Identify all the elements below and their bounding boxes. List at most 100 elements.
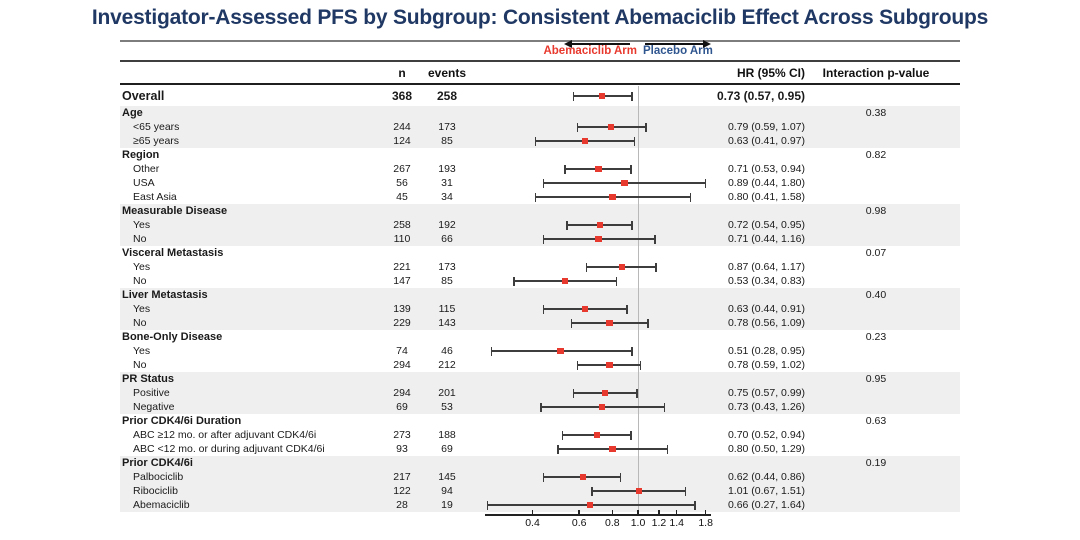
hr-ci-value: 0.73 (0.57, 0.95) [716,89,805,103]
x-axis-tick-label: 0.4 [525,517,540,529]
table-row: East Asia 45 34 0.80 (0.41, 1.58) [120,190,960,204]
header-bottom-rule [120,82,960,85]
row-label: East Asia [133,191,177,203]
hr-point [581,137,589,145]
n-value: 69 [396,401,408,413]
placebo-arm-label: Placebo Arm [643,45,713,57]
ci-cap-right [645,122,647,132]
x-axis-tick-label: 0.6 [571,517,587,529]
x-axis-tick-label: 1.2 [651,517,667,529]
table-row: Prior CDK4/6i Duration 0.63 [120,414,960,428]
row-label: Liver Metastasis [122,289,208,301]
table-row: No 229 143 0.78 (0.56, 1.09) [120,316,960,330]
table-row: No 294 212 0.78 (0.59, 1.02) [120,358,960,372]
hr-ci-value: 0.71 (0.53, 0.94) [727,163,805,175]
row-label: PR Status [122,373,174,385]
events-value: 193 [438,163,456,175]
table-row: Overall 368 258 0.73 (0.57, 0.95) [120,86,960,106]
hr-point [635,487,643,495]
interaction-p-value: 0.82 [865,149,887,161]
table-row: Yes 258 192 0.72 (0.54, 0.95) [120,218,960,232]
hr-point [581,305,589,313]
x-axis-tick-label: 0.8 [605,517,620,529]
x-axis-tick [658,510,660,514]
row-label: Yes [133,345,151,357]
row-label: Age [122,107,143,119]
x-axis-tick-label: 1.0 [630,517,646,529]
ci-cap-left [561,430,564,440]
events-value: 85 [441,275,453,287]
ci-cap-left [486,500,489,510]
x-axis-tick [531,510,534,514]
x-axis-tick [704,510,707,514]
hr-ci-value: 0.80 (0.50, 1.29) [727,443,805,455]
ci-cap-right [666,444,669,454]
hr-point [609,445,616,453]
row-label: ABC <12 mo. or during adjuvant CDK4/6i [133,443,325,455]
row-label: No [133,275,147,287]
favors-abemaciclib-arrow-icon [564,40,630,48]
events-value: 115 [438,303,456,315]
hr-point [607,123,615,131]
page-title: Investigator-Assessed PFS by Subgroup: C… [91,6,989,29]
row-label: Visceral Metastasis [122,247,224,259]
row-label: ABC ≥12 mo. or after adjuvant CDK4/6i [133,429,317,441]
table-row: Palbociclib 217 145 0.62 (0.44, 0.86) [120,470,960,484]
events-value: 173 [438,121,456,133]
table-row: Liver Metastasis 0.40 [120,288,960,302]
ci-cap-right [647,318,649,328]
row-label: Yes [133,261,151,273]
favors-placebo-arrow-icon [645,40,711,48]
row-label: No [133,317,147,329]
hr-ci-value: 0.51 (0.28, 0.95) [727,345,805,357]
events-value: 143 [438,317,456,329]
table-row: Region 0.82 [120,148,960,162]
table-row: Bone-Only Disease 0.23 [120,330,960,344]
ci-plot-cell [460,176,730,190]
row-label: Positive [133,387,170,399]
table-row: Prior CDK4/6i 0.19 [120,456,960,470]
interaction-p-value: 0.19 [865,457,887,469]
hr-ci-value: 0.73 (0.43, 1.26) [727,401,805,413]
row-label: Ribociclib [133,485,178,497]
ci-plot-cell [460,302,730,316]
interaction-p-value: 0.07 [865,247,887,259]
ci-plot-cell [460,386,730,400]
abemaciclib-arm-label: Abemaciclib Arm [543,45,637,57]
hr-point [596,221,604,229]
ci-cap-left [572,91,575,101]
table-row: ABC ≥12 mo. or after adjuvant CDK4/6i 273… [120,428,960,442]
n-value: 244 [393,121,411,133]
events-value: 188 [438,429,456,441]
hr-point [621,179,628,187]
n-value: 56 [396,177,408,189]
table-row: <65 years 244 173 0.79 (0.59, 1.07) [120,120,960,134]
table-row: Negative 69 53 0.73 (0.43, 1.26) [120,400,960,414]
hr-ci-value: 0.53 (0.34, 0.83) [727,275,805,287]
n-value: 28 [396,499,408,511]
table-row: ≥65 years 124 85 0.63 (0.41, 0.97) [120,134,960,148]
hr-ci-value: 0.75 (0.57, 0.99) [727,387,805,399]
hr-ci-value: 0.80 (0.41, 1.58) [727,191,805,203]
row-label: Yes [133,303,151,315]
row-label: Other [133,163,160,175]
ci-cap-right [654,234,656,244]
table-row: Yes 221 173 0.87 (0.64, 1.17) [120,260,960,274]
hr-point [598,403,606,411]
x-axis-tick [675,510,678,514]
ci-cap-right [655,262,657,272]
ci-plot-cell [460,260,730,274]
table-row: Positive 294 201 0.75 (0.57, 0.99) [120,386,960,400]
ci-cap-right [633,136,636,146]
ci-cap-right [704,178,707,188]
legend-divider-rule [120,60,960,62]
ci-cap-right [689,192,692,202]
ci-cap-right [694,500,696,510]
events-value: 53 [441,401,453,413]
n-value: 74 [396,345,408,357]
hr-point [561,277,569,285]
hr-point [606,361,613,369]
events-value: 66 [441,233,453,245]
table-row: USA 56 31 0.89 (0.44, 1.80) [120,176,960,190]
ci-cap-left [542,304,545,314]
